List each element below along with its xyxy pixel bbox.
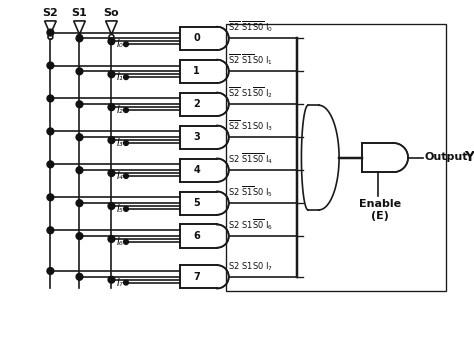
Circle shape bbox=[47, 227, 54, 234]
Circle shape bbox=[47, 95, 54, 102]
Circle shape bbox=[76, 233, 83, 239]
Text: 5: 5 bbox=[193, 198, 200, 208]
Text: I₆: I₆ bbox=[116, 237, 123, 247]
Circle shape bbox=[108, 276, 115, 283]
Text: $\mathrm{S2}\ \mathrm{S1}\overline{\mathrm{S0}}\ \mathrm{I_6}$: $\mathrm{S2}\ \mathrm{S1}\overline{\math… bbox=[228, 218, 273, 232]
Circle shape bbox=[47, 161, 54, 168]
Circle shape bbox=[124, 174, 128, 178]
Circle shape bbox=[47, 268, 54, 274]
Polygon shape bbox=[180, 225, 229, 248]
Polygon shape bbox=[180, 60, 229, 83]
Circle shape bbox=[124, 75, 128, 80]
Text: Enable
(E): Enable (E) bbox=[359, 199, 401, 221]
Polygon shape bbox=[180, 191, 229, 215]
Circle shape bbox=[76, 167, 83, 174]
Polygon shape bbox=[301, 105, 339, 210]
Text: S1: S1 bbox=[72, 8, 87, 18]
Text: $\overline{\mathrm{S2}}\ \mathrm{S1}\overline{\mathrm{S0}}\ \mathrm{I_2}$: $\overline{\mathrm{S2}}\ \mathrm{S1}\ove… bbox=[228, 86, 273, 100]
Text: $\mathrm{S2}\ \mathrm{S1S0}\ \mathrm{I_7}$: $\mathrm{S2}\ \mathrm{S1S0}\ \mathrm{I_7… bbox=[228, 260, 273, 273]
Text: 6: 6 bbox=[193, 231, 200, 241]
Circle shape bbox=[47, 194, 54, 201]
Text: Output: Output bbox=[425, 152, 468, 162]
Text: 0: 0 bbox=[193, 33, 200, 43]
Circle shape bbox=[108, 203, 115, 209]
Text: I₃: I₃ bbox=[116, 138, 123, 148]
Polygon shape bbox=[180, 265, 229, 288]
Text: $\overline{\mathrm{S2}}\ \overline{\mathrm{S1S0}}\ \mathrm{I_0}$: $\overline{\mathrm{S2}}\ \overline{\math… bbox=[228, 20, 273, 34]
Polygon shape bbox=[180, 158, 229, 182]
Circle shape bbox=[76, 68, 83, 75]
Text: I₄: I₄ bbox=[116, 171, 123, 181]
Circle shape bbox=[108, 38, 115, 45]
Text: 2: 2 bbox=[193, 99, 200, 109]
Circle shape bbox=[108, 137, 115, 144]
Text: 7: 7 bbox=[193, 272, 200, 282]
Text: Y: Y bbox=[464, 150, 474, 164]
Text: 1: 1 bbox=[193, 66, 200, 76]
Circle shape bbox=[76, 134, 83, 140]
Polygon shape bbox=[180, 93, 229, 116]
Text: I₂: I₂ bbox=[116, 105, 123, 115]
Circle shape bbox=[108, 170, 115, 176]
Circle shape bbox=[76, 101, 83, 108]
Circle shape bbox=[47, 62, 54, 69]
Circle shape bbox=[76, 35, 83, 42]
Circle shape bbox=[76, 274, 83, 280]
Text: S2: S2 bbox=[43, 8, 58, 18]
Circle shape bbox=[124, 141, 128, 145]
Text: 3: 3 bbox=[193, 132, 200, 142]
Circle shape bbox=[47, 29, 54, 36]
Text: $\overline{\mathrm{S2}}\ \mathrm{S1S0}\ \mathrm{I_3}$: $\overline{\mathrm{S2}}\ \mathrm{S1S0}\ … bbox=[228, 119, 273, 133]
Text: So: So bbox=[104, 8, 119, 18]
Circle shape bbox=[124, 42, 128, 46]
Circle shape bbox=[124, 108, 128, 113]
Text: $\mathrm{S2}\ \overline{\mathrm{S1}}\mathrm{S0}\ \mathrm{I_5}$: $\mathrm{S2}\ \overline{\mathrm{S1}}\mat… bbox=[228, 185, 273, 199]
Polygon shape bbox=[180, 126, 229, 149]
Circle shape bbox=[108, 104, 115, 111]
Circle shape bbox=[47, 128, 54, 135]
Text: $\overline{\mathrm{S2}}\ \overline{\mathrm{S1}}\mathrm{S0}\ \mathrm{I_1}$: $\overline{\mathrm{S2}}\ \overline{\math… bbox=[228, 53, 273, 68]
Text: 4: 4 bbox=[193, 165, 200, 175]
Text: I₇: I₇ bbox=[116, 278, 123, 288]
Text: I₅: I₅ bbox=[116, 204, 123, 214]
Circle shape bbox=[76, 200, 83, 207]
Circle shape bbox=[108, 71, 115, 78]
Circle shape bbox=[108, 235, 115, 243]
Circle shape bbox=[124, 207, 128, 211]
Circle shape bbox=[124, 239, 128, 244]
Text: $\mathrm{S2}\ \overline{\mathrm{S1S0}}\ \mathrm{I_4}$: $\mathrm{S2}\ \overline{\mathrm{S1S0}}\ … bbox=[228, 152, 273, 166]
Text: I₁: I₁ bbox=[116, 72, 123, 82]
Polygon shape bbox=[363, 143, 408, 172]
Polygon shape bbox=[180, 27, 229, 50]
Circle shape bbox=[124, 280, 128, 285]
Text: I₀: I₀ bbox=[116, 39, 123, 49]
